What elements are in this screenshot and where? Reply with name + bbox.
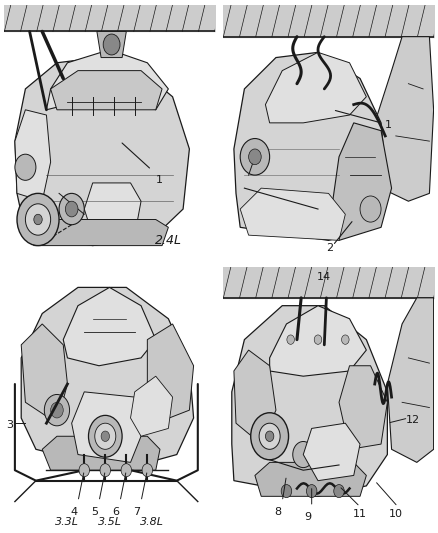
- Circle shape: [121, 464, 131, 477]
- Circle shape: [251, 413, 289, 460]
- Polygon shape: [42, 436, 160, 470]
- Text: 1: 1: [156, 175, 163, 185]
- Circle shape: [44, 394, 70, 426]
- Polygon shape: [147, 324, 194, 423]
- Circle shape: [265, 431, 274, 441]
- Circle shape: [360, 196, 381, 222]
- Text: 12: 12: [406, 415, 420, 425]
- Polygon shape: [255, 462, 366, 496]
- Circle shape: [25, 204, 51, 235]
- Circle shape: [34, 214, 42, 225]
- Polygon shape: [97, 31, 126, 58]
- Polygon shape: [265, 52, 366, 123]
- Text: 5: 5: [91, 506, 98, 516]
- Polygon shape: [15, 110, 51, 201]
- Polygon shape: [21, 287, 194, 470]
- Text: 2: 2: [326, 243, 333, 253]
- Circle shape: [314, 335, 322, 344]
- Text: 7: 7: [133, 506, 141, 516]
- Circle shape: [51, 402, 63, 418]
- Circle shape: [281, 484, 292, 498]
- Circle shape: [293, 441, 314, 467]
- Circle shape: [259, 423, 280, 449]
- Polygon shape: [240, 188, 345, 240]
- Circle shape: [65, 201, 78, 217]
- Text: 2.4L: 2.4L: [155, 234, 182, 247]
- Circle shape: [287, 335, 294, 344]
- Circle shape: [100, 464, 110, 477]
- Circle shape: [17, 193, 59, 246]
- Polygon shape: [46, 50, 168, 110]
- Text: 6: 6: [112, 506, 119, 516]
- Polygon shape: [232, 305, 387, 496]
- Text: 9: 9: [304, 512, 311, 522]
- Circle shape: [307, 484, 317, 498]
- Circle shape: [15, 154, 36, 180]
- Polygon shape: [131, 376, 173, 436]
- Polygon shape: [303, 423, 360, 481]
- Text: 3.3L: 3.3L: [56, 517, 79, 527]
- Polygon shape: [234, 52, 387, 240]
- Circle shape: [95, 423, 116, 449]
- Polygon shape: [84, 183, 141, 235]
- Text: 14: 14: [317, 271, 332, 281]
- Circle shape: [240, 139, 270, 175]
- Circle shape: [334, 484, 344, 498]
- Text: 3: 3: [7, 421, 14, 431]
- Circle shape: [249, 149, 261, 165]
- Polygon shape: [375, 37, 434, 201]
- Polygon shape: [30, 220, 168, 246]
- Polygon shape: [270, 305, 366, 376]
- Text: 3.5L: 3.5L: [98, 517, 121, 527]
- Text: 3.8L: 3.8L: [140, 517, 163, 527]
- Text: 1: 1: [385, 120, 392, 130]
- Circle shape: [88, 415, 122, 457]
- Circle shape: [59, 193, 84, 225]
- Circle shape: [101, 431, 110, 441]
- Text: 10: 10: [389, 509, 403, 519]
- Circle shape: [103, 34, 120, 55]
- Polygon shape: [333, 123, 392, 240]
- Polygon shape: [339, 366, 387, 449]
- Text: 8: 8: [275, 506, 282, 516]
- Circle shape: [142, 464, 152, 477]
- Circle shape: [342, 335, 349, 344]
- Text: 4: 4: [70, 506, 78, 516]
- Polygon shape: [234, 350, 276, 444]
- Polygon shape: [51, 71, 162, 110]
- Text: 11: 11: [353, 509, 367, 519]
- Polygon shape: [387, 298, 434, 462]
- Polygon shape: [63, 287, 156, 366]
- Polygon shape: [15, 58, 189, 246]
- Polygon shape: [21, 324, 67, 423]
- Polygon shape: [72, 392, 141, 462]
- Circle shape: [79, 464, 89, 477]
